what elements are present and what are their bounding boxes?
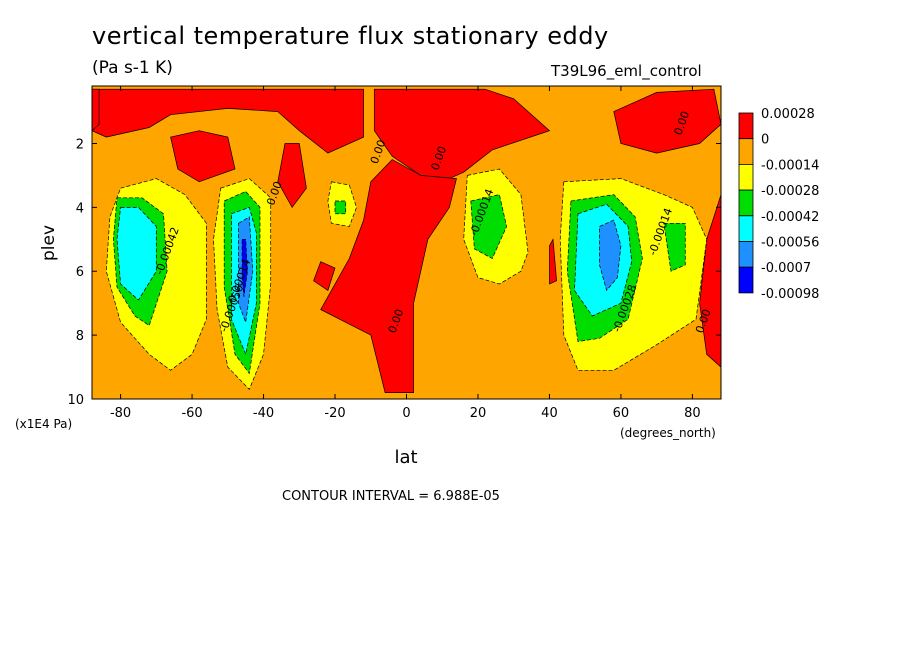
colorbar-swatch-6 [738, 266, 754, 294]
x-tick-label-5: 20 [470, 406, 487, 421]
colorbar-level-6: -0.0007 [761, 261, 811, 276]
colorbar-level-1: 0 [761, 133, 769, 148]
x-tick-label-2: -40 [253, 406, 274, 421]
colorbar-level-3: -0.00028 [761, 184, 819, 199]
run-label: T39L96_eml_control [551, 62, 702, 80]
y-tick-label-3: 8 [76, 329, 84, 344]
contour-region-8 [313, 261, 336, 291]
colorbar-level-5: -0.00056 [761, 236, 819, 251]
contour-region-6 [699, 194, 721, 368]
y-tick-label-4: 10 [67, 393, 84, 408]
x-tick-label-4: 0 [402, 406, 410, 421]
contour-region-0 [92, 88, 364, 154]
y-axis-units: (x1E4 Pa) [15, 417, 72, 431]
contour-region-1 [373, 88, 551, 183]
y-tick-label-1: 4 [76, 201, 84, 216]
colorbar-level-0: 0.00028 [761, 107, 815, 122]
x-tick-label-7: 60 [613, 406, 630, 421]
x-tick-label-1: -60 [181, 406, 202, 421]
x-axis-units: (degrees_north) [620, 426, 716, 440]
contour-interval: CONTOUR INTERVAL = 6.988E-05 [282, 489, 500, 504]
contour-region-9 [549, 238, 557, 285]
chart-title: vertical temperature flux stationary edd… [92, 22, 609, 50]
x-tick-label-6: 40 [541, 406, 558, 421]
contour-region-7 [92, 88, 100, 132]
contour-region-2 [320, 159, 457, 393]
contour-region-21 [116, 207, 157, 301]
chart-units: (Pa s-1 K) [92, 58, 173, 78]
y-tick-label-2: 6 [76, 265, 84, 280]
axes: -80 -60 -40 -20 0 20 40 60 80 2 4 6 8 10 [67, 86, 721, 421]
x-tick-label-0: -80 [110, 406, 131, 421]
contour-region-5 [613, 88, 721, 154]
contour-region-20 [663, 222, 686, 272]
x-tick-label-8: 80 [684, 406, 701, 421]
colorbar-swatch-2 [738, 163, 754, 191]
contour-region-26 [241, 238, 248, 297]
y-tick-label-0: 2 [76, 137, 84, 152]
colorbar-level-7: -0.00098 [761, 287, 819, 302]
contour-region-17 [334, 200, 347, 215]
colorbar-swatch-5 [738, 241, 754, 268]
colorbar-level-4: -0.00042 [761, 210, 819, 225]
contour-region-3 [170, 130, 236, 183]
colorbar: 0.00028 0 -0.00014 -0.00028 -0.00042 -0.00056… [738, 107, 819, 302]
colorbar-swatch-3 [738, 189, 754, 217]
contour-region-18 [470, 194, 507, 259]
contour-region-4 [277, 143, 307, 209]
y-axis-label: plev [39, 225, 59, 261]
x-axis-label: lat [394, 447, 417, 468]
x-tick-label-3: -20 [324, 406, 345, 421]
colorbar-swatch-4 [738, 215, 754, 242]
colorbar-level-2: -0.00014 [761, 158, 819, 173]
plot-area [92, 86, 721, 399]
colorbar-swatch-0 [738, 112, 754, 140]
contour-region-25 [599, 219, 622, 292]
colorbar-swatch-1 [738, 138, 754, 165]
